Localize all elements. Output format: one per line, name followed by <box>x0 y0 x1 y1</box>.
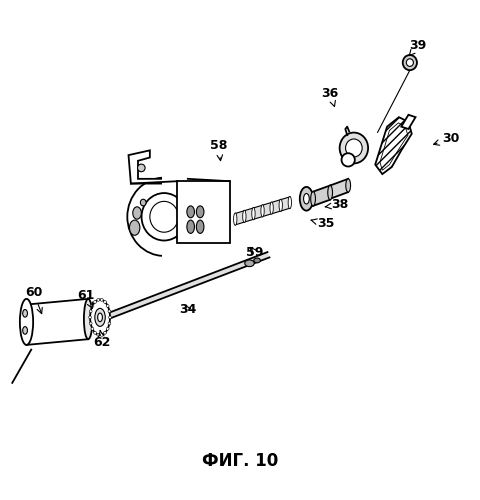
Polygon shape <box>375 117 412 174</box>
Ellipse shape <box>150 202 179 232</box>
Ellipse shape <box>270 202 273 214</box>
Polygon shape <box>401 115 416 129</box>
Polygon shape <box>26 299 88 345</box>
Ellipse shape <box>94 300 96 304</box>
Text: 60: 60 <box>25 286 42 314</box>
Ellipse shape <box>108 310 111 312</box>
Polygon shape <box>104 252 269 320</box>
Text: 34: 34 <box>179 303 196 316</box>
Ellipse shape <box>84 299 93 339</box>
Ellipse shape <box>106 304 109 308</box>
Ellipse shape <box>108 316 111 319</box>
Ellipse shape <box>311 192 315 206</box>
Text: ФИГ. 10: ФИГ. 10 <box>202 452 278 470</box>
Ellipse shape <box>346 139 362 157</box>
Ellipse shape <box>234 213 237 226</box>
Ellipse shape <box>254 258 261 263</box>
Ellipse shape <box>187 220 194 234</box>
Ellipse shape <box>261 204 264 217</box>
Text: 59: 59 <box>246 246 263 259</box>
Ellipse shape <box>328 186 333 200</box>
Ellipse shape <box>140 199 146 206</box>
Ellipse shape <box>91 304 94 308</box>
Ellipse shape <box>100 298 103 302</box>
Ellipse shape <box>346 179 350 192</box>
Ellipse shape <box>133 207 141 219</box>
Text: 38: 38 <box>325 198 348 211</box>
Polygon shape <box>313 186 330 206</box>
Bar <box>178 181 229 243</box>
Ellipse shape <box>303 194 309 204</box>
Ellipse shape <box>89 322 92 325</box>
Ellipse shape <box>95 308 105 326</box>
Ellipse shape <box>342 153 355 166</box>
Ellipse shape <box>90 300 110 335</box>
Ellipse shape <box>340 132 368 164</box>
Ellipse shape <box>100 334 103 336</box>
Ellipse shape <box>288 196 291 208</box>
Text: 58: 58 <box>210 139 228 160</box>
Ellipse shape <box>127 178 201 256</box>
Circle shape <box>137 164 145 172</box>
Ellipse shape <box>89 310 92 312</box>
Ellipse shape <box>279 199 282 211</box>
Text: 36: 36 <box>322 87 339 106</box>
Ellipse shape <box>23 310 27 317</box>
Text: 62: 62 <box>94 330 111 349</box>
Text: 61: 61 <box>77 288 95 308</box>
Polygon shape <box>330 179 348 199</box>
Ellipse shape <box>142 193 187 240</box>
Ellipse shape <box>108 322 111 325</box>
Ellipse shape <box>130 220 140 236</box>
Text: 35: 35 <box>311 218 334 230</box>
Ellipse shape <box>187 206 194 218</box>
Ellipse shape <box>245 260 254 266</box>
Ellipse shape <box>97 334 100 336</box>
Ellipse shape <box>403 55 417 70</box>
Ellipse shape <box>89 316 92 319</box>
Ellipse shape <box>106 328 109 330</box>
Ellipse shape <box>104 332 107 334</box>
Text: 30: 30 <box>433 132 460 145</box>
Ellipse shape <box>94 332 96 334</box>
Ellipse shape <box>196 206 204 218</box>
Bar <box>162 174 204 260</box>
Ellipse shape <box>300 187 313 210</box>
Ellipse shape <box>252 208 255 220</box>
Ellipse shape <box>243 210 246 222</box>
Ellipse shape <box>97 298 100 302</box>
Ellipse shape <box>406 59 413 66</box>
Ellipse shape <box>104 300 107 304</box>
Ellipse shape <box>23 326 27 334</box>
Polygon shape <box>235 197 290 225</box>
Ellipse shape <box>97 313 102 322</box>
Ellipse shape <box>20 299 33 345</box>
Ellipse shape <box>91 328 94 330</box>
Ellipse shape <box>196 220 204 234</box>
Polygon shape <box>129 150 188 184</box>
Text: 39: 39 <box>409 40 427 56</box>
